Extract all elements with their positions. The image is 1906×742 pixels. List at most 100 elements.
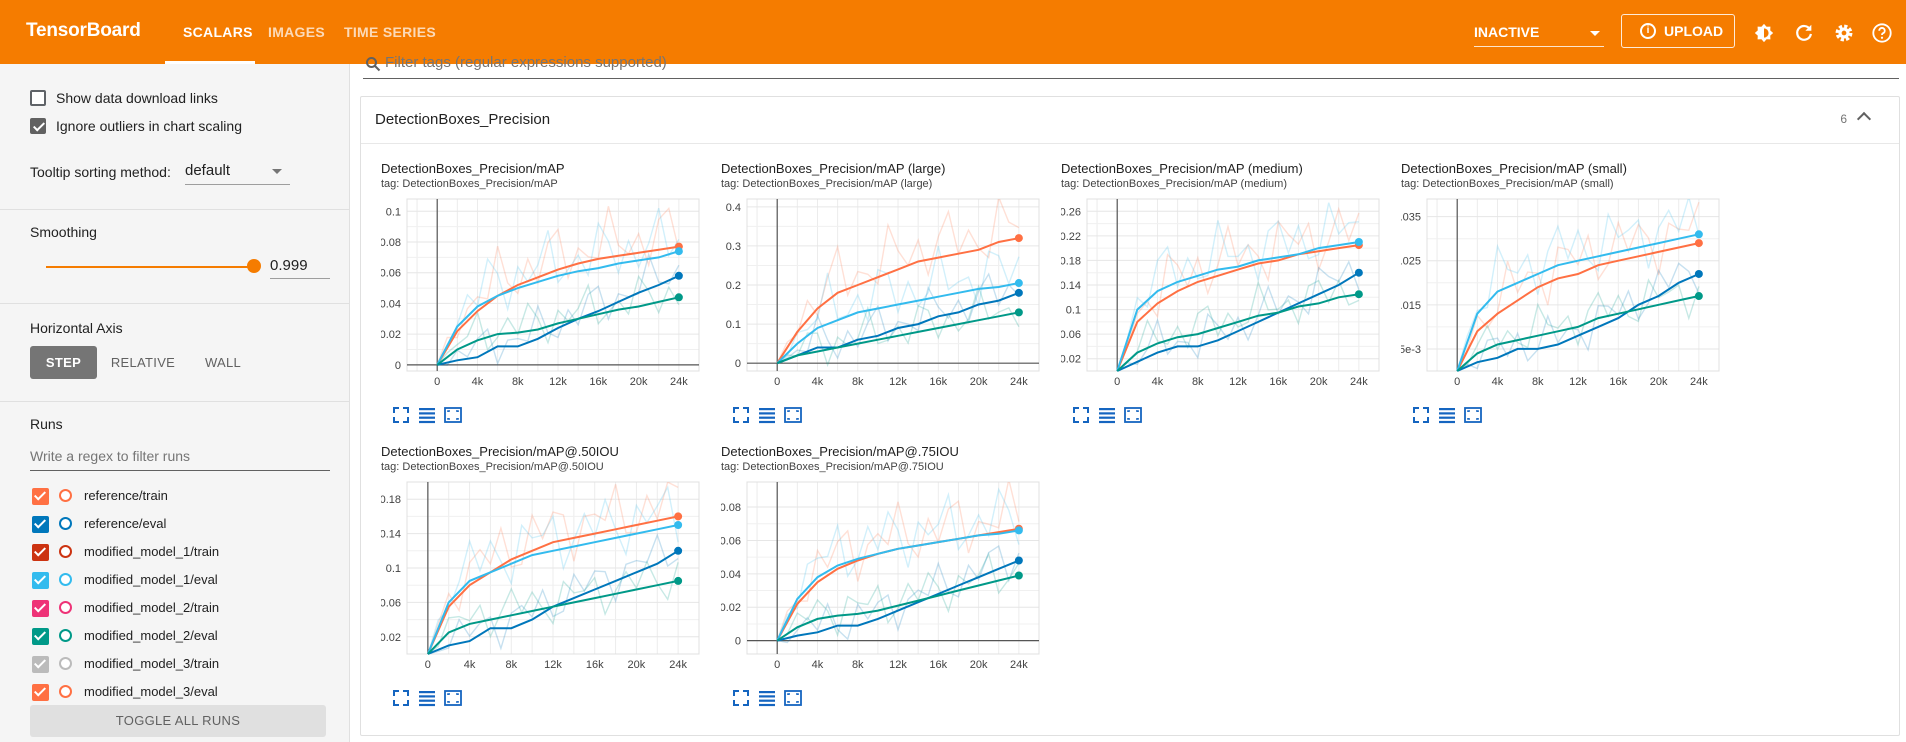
axis-relative-button[interactable]: RELATIVE xyxy=(110,355,176,370)
fullscreen-icon[interactable] xyxy=(1411,405,1431,425)
fullscreen-icon[interactable] xyxy=(731,688,751,708)
smoothing-slider-track[interactable] xyxy=(46,266,254,268)
fullscreen-icon[interactable] xyxy=(1071,405,1091,425)
fullscreen-icon[interactable] xyxy=(391,688,411,708)
run-color-picker[interactable] xyxy=(59,545,72,558)
run-checkbox[interactable] xyxy=(32,572,49,589)
toggle-log-scale-icon[interactable] xyxy=(1097,405,1117,425)
run-item[interactable]: modified_model_3/train xyxy=(30,654,330,674)
axis-wall-button[interactable]: WALL xyxy=(204,355,242,370)
run-name: modified_model_3/eval xyxy=(84,684,218,699)
fit-domain-icon[interactable] xyxy=(783,688,803,708)
line-chart[interactable]: 0 4k 8k 12k 16k 20k 24k 0.02 0.06 0.1 0.14 0.18 xyxy=(381,476,711,688)
series-end-point xyxy=(1014,526,1023,535)
line-chart[interactable]: 0 4k 8k 12k 16k 20k 24k 0 0.1 0.2 0.3 0.4 xyxy=(721,193,1051,405)
x-tick-label: 20k xyxy=(630,376,648,388)
ignore-outliers-checkbox[interactable] xyxy=(30,118,46,134)
series-end-point xyxy=(1014,279,1023,288)
chart-title: DetectionBoxes_Precision/mAP (medium) xyxy=(1061,161,1303,176)
line-chart[interactable]: 0 4k 8k 12k 16k 20k 24k 0 0.02 0.04 0.06 0.08 xyxy=(721,476,1051,688)
x-tick-label: 8k xyxy=(1192,376,1204,388)
toggle-all-runs-button[interactable]: TOGGLE ALL RUNS xyxy=(30,705,326,737)
toggle-log-scale-icon[interactable] xyxy=(417,405,437,425)
run-checkbox[interactable] xyxy=(32,516,49,533)
brightness-icon[interactable] xyxy=(1753,22,1775,44)
fullscreen-icon[interactable] xyxy=(731,405,751,425)
run-item[interactable]: modified_model_1/train xyxy=(30,542,330,562)
tag-group-header[interactable]: DetectionBoxes_Precision 6 xyxy=(361,97,1899,144)
toggle-log-scale-icon[interactable] xyxy=(1437,405,1457,425)
refresh-icon[interactable] xyxy=(1793,22,1815,44)
fit-domain-icon[interactable] xyxy=(1463,405,1483,425)
fullscreen-icon[interactable] xyxy=(391,405,411,425)
run-color-picker[interactable] xyxy=(59,489,72,502)
run-checkbox[interactable] xyxy=(32,600,49,617)
x-tick-label: 20k xyxy=(970,659,988,671)
run-checkbox[interactable] xyxy=(32,684,49,701)
run-color-picker[interactable] xyxy=(59,657,72,670)
run-checkbox[interactable] xyxy=(32,656,49,673)
fit-domain-icon[interactable] xyxy=(1123,405,1143,425)
inactive-plugins-select[interactable]: INACTIVE xyxy=(1474,20,1604,47)
toggle-log-scale-icon[interactable] xyxy=(757,405,777,425)
line-chart[interactable]: 0 4k 8k 12k 16k 20k 24k 5e-3 0.015 0.025 0.035 xyxy=(1401,193,1731,405)
tag-filter-input[interactable]: Filter tags (regular expressions support… xyxy=(363,50,1899,79)
series-end-point xyxy=(1014,556,1023,565)
tab-images[interactable]: IMAGES xyxy=(268,24,326,40)
x-tick-label: 16k xyxy=(1609,376,1627,388)
smoothing-input[interactable]: 0.999 xyxy=(270,254,330,279)
raw-series-line xyxy=(776,551,1020,642)
runs-filter-input[interactable]: Write a regex to filter runs xyxy=(30,446,330,471)
fit-domain-icon[interactable] xyxy=(783,405,803,425)
run-color-picker[interactable] xyxy=(59,517,72,530)
toggle-log-scale-icon[interactable] xyxy=(757,688,777,708)
y-tick-label: 0.14 xyxy=(381,529,401,541)
show-download-links-checkbox[interactable] xyxy=(30,90,46,106)
tab-scalars[interactable]: SCALARS xyxy=(183,24,253,40)
toggle-log-scale-icon[interactable] xyxy=(417,688,437,708)
y-tick-label: 0.04 xyxy=(721,569,741,581)
run-item[interactable]: reference/eval xyxy=(30,514,330,534)
line-chart[interactable]: 0 4k 8k 12k 16k 20k 24k 0 0.02 0.04 0.06 0.08 0.1 xyxy=(381,193,711,405)
scalar-chart-card: DetectionBoxes_Precision/mAP (small) tag:… xyxy=(1401,161,1731,447)
run-checkbox[interactable] xyxy=(32,544,49,561)
run-item[interactable]: reference/train xyxy=(30,486,330,506)
run-color-picker[interactable] xyxy=(59,629,72,642)
brand-logo[interactable]: TensorBoard xyxy=(26,20,141,41)
run-color-picker[interactable] xyxy=(59,685,72,698)
run-item[interactable]: modified_model_3/eval xyxy=(30,682,330,702)
smoothing-slider-thumb[interactable] xyxy=(247,259,261,273)
tooltip-sorting-select[interactable]: default xyxy=(185,160,290,185)
series-end-point xyxy=(1694,269,1703,278)
run-checkbox[interactable] xyxy=(32,488,49,505)
run-item[interactable]: modified_model_2/eval xyxy=(30,626,330,646)
tab-time-series[interactable]: TIME SERIES xyxy=(344,24,436,40)
axis-step-button[interactable]: STEP xyxy=(30,346,97,379)
x-tick-label: 12k xyxy=(544,659,562,671)
upload-button[interactable]: i UPLOAD xyxy=(1621,14,1735,48)
raw-series-line xyxy=(1456,278,1700,371)
run-color-picker[interactable] xyxy=(59,601,72,614)
x-tick-label: 12k xyxy=(889,376,907,388)
x-tick-label: 24k xyxy=(1010,376,1028,388)
run-checkbox[interactable] xyxy=(32,628,49,645)
tag-group-card: DetectionBoxes_Precision 6 xyxy=(360,96,1900,736)
chart-title: DetectionBoxes_Precision/mAP@.75IOU xyxy=(721,444,959,459)
raw-series-line xyxy=(436,206,680,366)
y-tick-label: 0.015 xyxy=(1401,300,1421,312)
run-color-picker[interactable] xyxy=(59,573,72,586)
raw-series-line xyxy=(427,533,679,654)
x-tick-label: 4k xyxy=(464,659,476,671)
line-chart[interactable]: 0 4k 8k 12k 16k 20k 24k 0.02 0.06 0.1 0.14 0.18 0.22… xyxy=(1061,193,1391,405)
run-item[interactable]: modified_model_2/train xyxy=(30,598,330,618)
run-item[interactable]: modified_model_1/eval xyxy=(30,570,330,590)
x-tick-label: 20k xyxy=(970,376,988,388)
x-tick-label: 0 xyxy=(1114,376,1120,388)
series-end-point xyxy=(674,293,683,302)
fit-domain-icon[interactable] xyxy=(443,688,463,708)
fit-domain-icon[interactable] xyxy=(443,405,463,425)
chevron-up-icon[interactable] xyxy=(1856,111,1872,127)
help-icon[interactable] xyxy=(1871,22,1893,44)
settings-icon[interactable] xyxy=(1833,22,1855,44)
raw-series-line xyxy=(1456,262,1700,371)
